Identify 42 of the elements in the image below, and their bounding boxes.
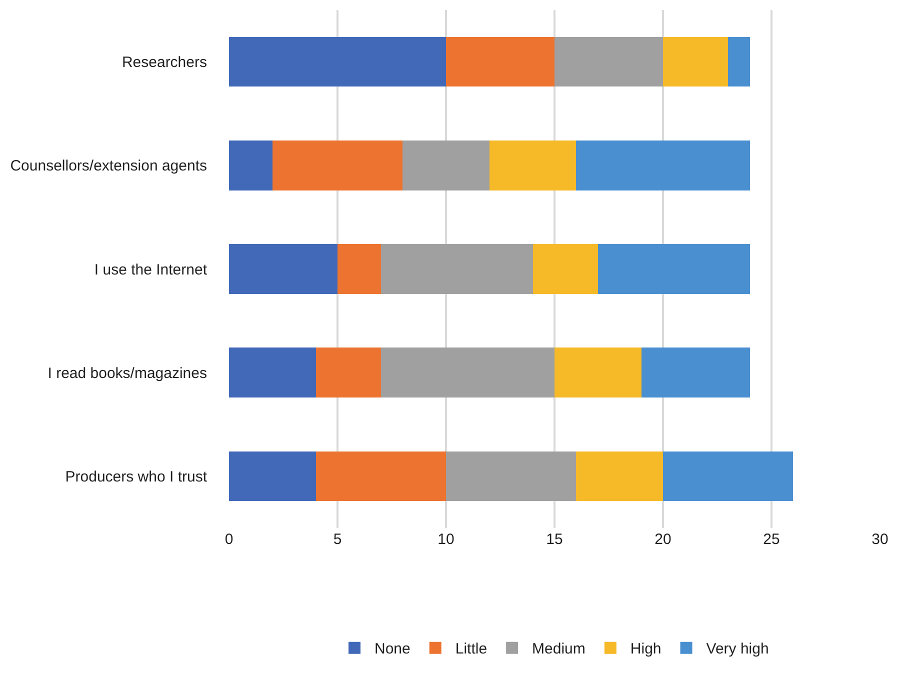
legend-label: Very high xyxy=(706,640,769,658)
bar xyxy=(598,244,750,294)
y-tick-label: I read books/magazines xyxy=(48,364,207,382)
y-tick-label: Producers who I trust xyxy=(65,468,208,486)
bar xyxy=(229,348,316,398)
x-tick-label: 5 xyxy=(333,531,342,548)
bar xyxy=(272,140,403,190)
bar xyxy=(576,140,750,190)
bar xyxy=(316,451,446,502)
bar xyxy=(728,36,750,87)
bar xyxy=(576,451,663,502)
legend-label: High xyxy=(630,640,662,658)
bar xyxy=(489,140,576,190)
legend-label: None xyxy=(374,640,410,658)
y-tick-label: I use the Internet xyxy=(94,261,208,278)
legend-label: Little xyxy=(455,640,488,658)
bar xyxy=(446,36,554,87)
bar xyxy=(402,140,490,190)
bar xyxy=(554,348,642,398)
bar xyxy=(229,36,446,87)
bar xyxy=(316,348,381,398)
legend-label: Medium xyxy=(532,640,586,658)
x-tick-label: 25 xyxy=(763,531,780,548)
bar xyxy=(380,348,554,398)
bar xyxy=(380,244,533,294)
x-tick-label: 20 xyxy=(654,531,672,548)
x-tick-label: 15 xyxy=(546,531,563,548)
bar xyxy=(338,244,381,294)
y-tick-label: Researchers xyxy=(122,54,207,72)
x-tick-label: 10 xyxy=(438,531,454,548)
y-tick-label: Counsellors/extension agents xyxy=(10,158,207,175)
bar xyxy=(532,244,598,294)
bar xyxy=(446,451,576,502)
bar xyxy=(641,348,750,398)
x-tick-label: 30 xyxy=(872,531,888,548)
bar xyxy=(554,36,663,87)
bar xyxy=(229,140,272,190)
x-tick-label: 0 xyxy=(224,531,234,548)
bar xyxy=(229,244,338,294)
bar xyxy=(663,451,794,502)
bar xyxy=(229,451,316,502)
bar xyxy=(663,36,728,87)
